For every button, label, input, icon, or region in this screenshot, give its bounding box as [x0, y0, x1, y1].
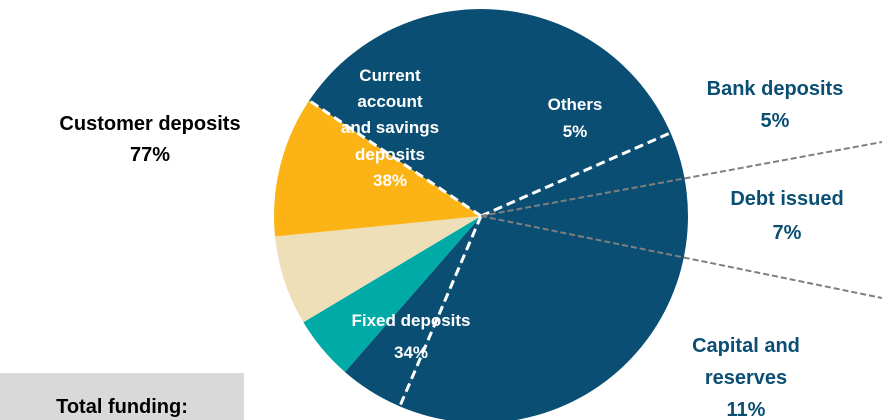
slice-divider-line — [480, 131, 672, 218]
total-funding-box: Total funding: — [0, 373, 244, 420]
group-label-customer-deposits: Customer deposits — [59, 113, 240, 135]
slice-label-fixed-deposits: Fixed deposits — [351, 311, 470, 330]
slice-label-current-account-line4: deposits — [355, 145, 425, 164]
pie-slice-debt-issued — [275, 216, 481, 323]
group-value-customer-deposits: 77% — [130, 144, 170, 166]
slice-dividers — [308, 99, 672, 407]
slice-divider-line — [398, 215, 483, 407]
slice-label-others: Others — [548, 95, 603, 114]
pie-slice-others — [344, 216, 481, 407]
connector-line — [480, 141, 882, 217]
pie-slice-current-account-savings — [399, 132, 688, 420]
slice-divider-line — [308, 99, 482, 218]
pie-slice-capital-reserves — [273, 100, 481, 237]
slice-value-current-account: 38% — [373, 171, 407, 190]
slice-label-current-account-line2: account — [357, 92, 423, 111]
slice-value-capital-reserves: 11% — [727, 399, 766, 420]
pie-slice-bank-deposits — [303, 216, 481, 372]
slice-label-capital-reserves-line1: Capital and — [692, 335, 800, 357]
connector-lines — [480, 141, 882, 299]
slice-label-bank-deposits: Bank deposits — [707, 78, 844, 100]
slice-label-capital-reserves-line2: reserves — [705, 367, 787, 389]
connector-line — [480, 215, 882, 299]
pie-slice-fixed-deposits — [309, 9, 671, 216]
slice-label-debt-issued: Debt issued — [730, 188, 843, 210]
slice-value-fixed-deposits: 34% — [394, 343, 428, 362]
slice-value-others: 5% — [563, 122, 588, 141]
slice-value-bank-deposits: 5% — [761, 110, 790, 132]
slice-label-current-account-line3: and savings — [341, 118, 439, 137]
total-funding-label: Total funding: — [56, 396, 188, 418]
slice-value-debt-issued: 7% — [773, 222, 802, 244]
slice-label-current-account-line1: Current — [359, 66, 421, 85]
pie-slices — [273, 9, 688, 420]
